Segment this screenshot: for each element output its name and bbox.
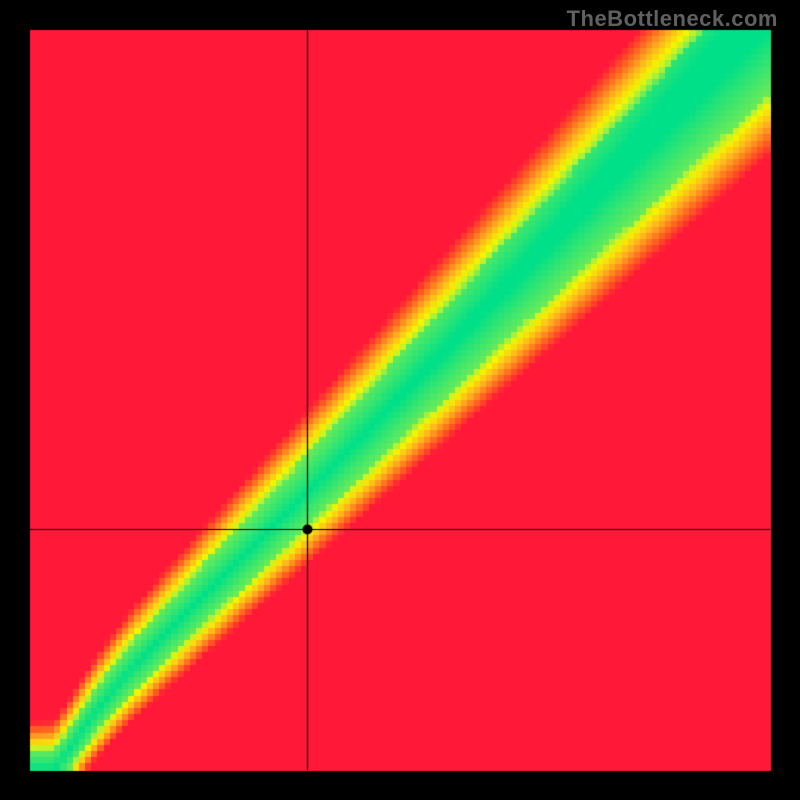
chart-container: TheBottleneck.com bbox=[0, 0, 800, 800]
watermark-text: TheBottleneck.com bbox=[567, 6, 778, 32]
bottleneck-heatmap bbox=[0, 0, 800, 800]
